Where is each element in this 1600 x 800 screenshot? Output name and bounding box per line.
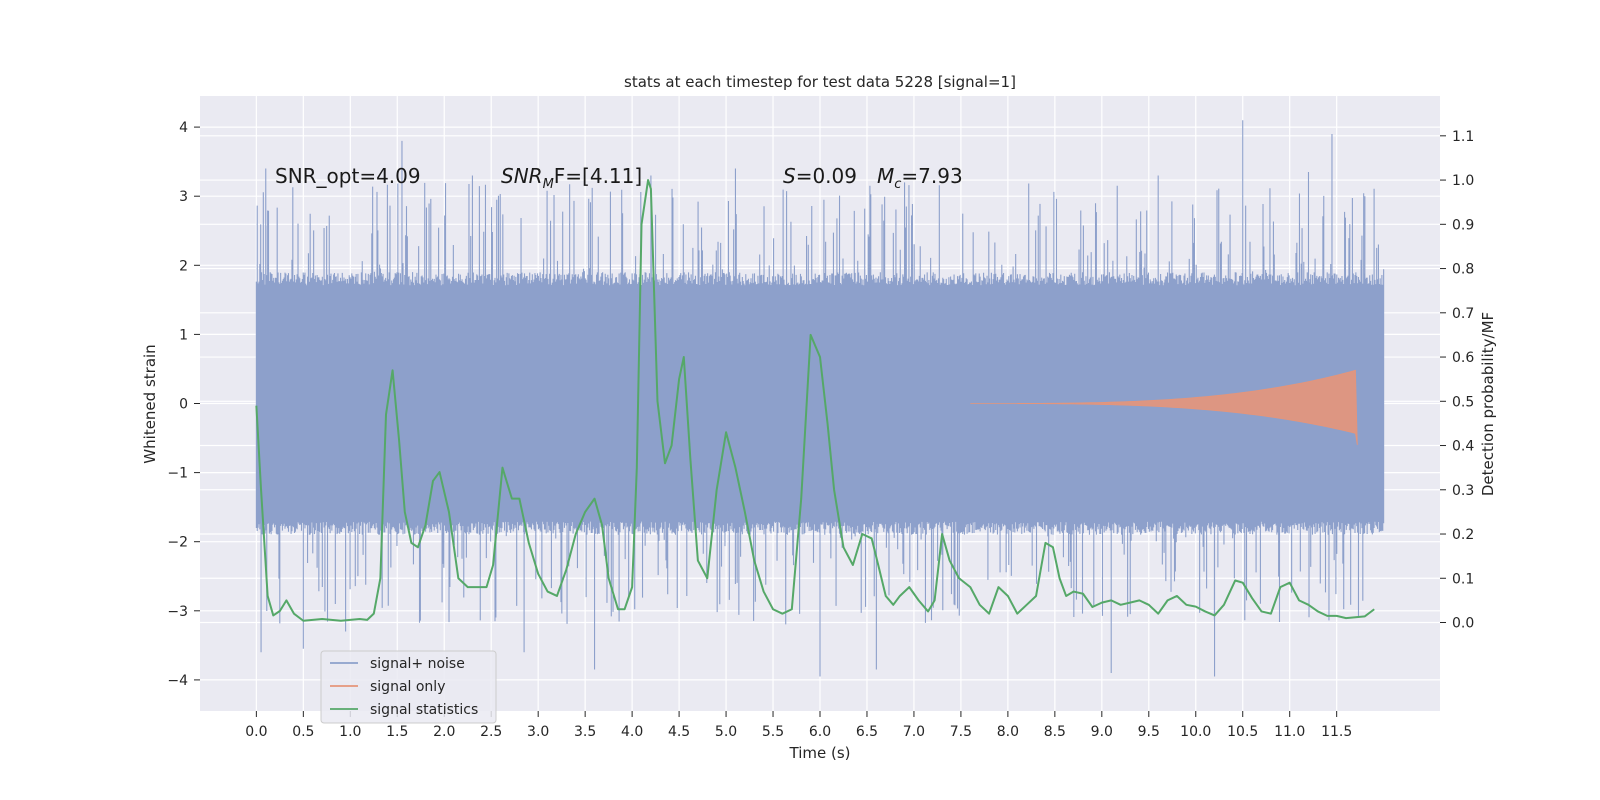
x-tick-label: 7.0 — [903, 724, 925, 740]
x-tick-label: 9.0 — [1091, 724, 1113, 740]
annotation-s: S=0.09 — [783, 164, 857, 188]
signal-only-series — [970, 369, 1358, 446]
x-axis-label: Time (s) — [789, 744, 851, 762]
x-tick-label: 1.5 — [386, 724, 408, 740]
y-left-tick-label: −3 — [167, 604, 188, 620]
y-left-tick-label: −2 — [167, 535, 188, 551]
x-tick-label: 2.0 — [433, 724, 455, 740]
y-left-tick-label: −1 — [167, 466, 188, 482]
x-tick-label: 10.0 — [1180, 724, 1211, 740]
annotation-s-value: =0.09 — [796, 164, 857, 188]
annotation-snr-mf-rest: F=[4.11] — [554, 164, 642, 188]
y-right-tick-label: 0.7 — [1452, 306, 1474, 322]
y-axis-left-label: Whitened strain — [141, 344, 159, 463]
signal-statistics-line — [255, 179, 1375, 622]
annotation-mc-name: M — [877, 164, 894, 188]
y-axis-right-label: Detection probability/MF — [1479, 312, 1497, 496]
legend-label-signal-noise: signal+ noise — [370, 656, 465, 672]
annotation-s-name: S — [783, 164, 796, 188]
y-right-tick-label: 0.5 — [1452, 394, 1474, 410]
chart-title: stats at each timestep for test data 522… — [624, 73, 1016, 91]
y-left-tick-label: 3 — [179, 189, 188, 205]
y-right-tick-label: 1.1 — [1452, 129, 1474, 145]
annotation-mc-value: =7.93 — [901, 164, 962, 188]
x-tick-label: 3.0 — [527, 724, 549, 740]
legend-label-signal-only: signal only — [370, 679, 445, 695]
x-tick-label: 4.5 — [668, 724, 690, 740]
annotation-snr-mf: SNRMF=[4.11] — [501, 164, 642, 192]
y-right-tick-label: 0.1 — [1452, 571, 1474, 587]
x-tick-label: 10.5 — [1227, 724, 1258, 740]
x-tick-label: 5.0 — [715, 724, 737, 740]
signal-only-waveform — [970, 369, 1358, 446]
x-tick-label: 4.0 — [621, 724, 643, 740]
y-left-tick-label: 4 — [179, 120, 188, 136]
y-left-tick-label: 0 — [179, 397, 188, 413]
y-left-tick-label: 2 — [179, 258, 188, 274]
x-tick-label: 0.5 — [292, 724, 314, 740]
y-right-tick-label: 1.0 — [1452, 173, 1474, 189]
y-left-tick-label: 1 — [179, 327, 188, 343]
y-right-tick-label: 0.0 — [1452, 616, 1474, 632]
x-tick-label: 0.0 — [245, 724, 267, 740]
annotation-snr-mf-sub: M — [543, 177, 554, 192]
y-right-tick-label: 0.4 — [1452, 439, 1474, 455]
x-tick-label: 7.5 — [950, 724, 972, 740]
x-tick-label: 1.0 — [339, 724, 361, 740]
x-tick-label: 8.5 — [1044, 724, 1066, 740]
x-tick-label: 6.5 — [856, 724, 878, 740]
annotation-mc-sub: c — [894, 177, 901, 192]
x-tick-label: 11.5 — [1321, 724, 1352, 740]
x-tick-label: 6.0 — [809, 724, 831, 740]
x-tick-label: 2.5 — [480, 724, 502, 740]
y-right-tick-label: 0.3 — [1452, 483, 1474, 499]
legend-box — [320, 650, 497, 724]
y-left-tick-label: −4 — [167, 673, 188, 689]
x-tick-label: 9.5 — [1138, 724, 1160, 740]
y-right-tick-label: 0.2 — [1452, 527, 1474, 543]
legend-label-signal-statistics: signal statistics — [370, 702, 478, 718]
x-tick-label: 5.5 — [762, 724, 784, 740]
x-tick-label: 8.0 — [997, 724, 1019, 740]
y-right-tick-label: 0.9 — [1452, 217, 1474, 233]
x-tick-label: 11.0 — [1274, 724, 1305, 740]
x-tick-label: 3.5 — [574, 724, 596, 740]
annotation-snr-opt: SNR_opt=4.09 — [275, 164, 421, 188]
legend: signal+ noise signal only signal statist… — [320, 650, 497, 724]
annotation-mc: Mc=7.93 — [877, 164, 963, 192]
ticks: 0.0 0.5 1.0 1.5 2.0 2.5 3.0 3.5 4.0 4.5 5.0 5.5 6.0 6… — [167, 120, 1474, 740]
y-right-tick-label: 0.8 — [1452, 262, 1474, 278]
signal-statistics-series — [255, 179, 1375, 622]
y-right-tick-label: 0.6 — [1452, 350, 1474, 366]
annotation-snr-mf-name: SNR — [501, 164, 543, 188]
